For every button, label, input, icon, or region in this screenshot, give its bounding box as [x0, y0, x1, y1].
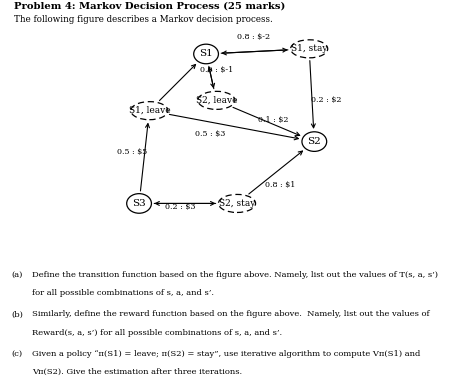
Text: 0.1 : $2: 0.1 : $2	[258, 116, 288, 124]
Text: Given a policy “π(S1) = leave; π(S2) = stay”, use iterative algorithm to compute: Given a policy “π(S1) = leave; π(S2) = s…	[32, 350, 420, 358]
Text: S3: S3	[132, 199, 146, 208]
Ellipse shape	[127, 194, 151, 213]
Text: 0.8 : $-2: 0.8 : $-2	[237, 33, 270, 41]
Text: S1: S1	[199, 50, 213, 58]
Ellipse shape	[198, 91, 235, 110]
Text: S2: S2	[308, 137, 321, 146]
Text: The following figure describes a Markov decision process.: The following figure describes a Markov …	[14, 15, 273, 24]
Text: 0.2 : $2: 0.2 : $2	[310, 96, 341, 104]
Text: Define the transition function based on the figure above. Namely, list out the v: Define the transition function based on …	[32, 271, 438, 279]
Ellipse shape	[131, 102, 168, 120]
Ellipse shape	[219, 194, 255, 213]
Text: 0.5 : $3: 0.5 : $3	[195, 130, 225, 138]
Text: Reward(s, a, s’) for all possible combinations of s, a, and s’.: Reward(s, a, s’) for all possible combin…	[32, 329, 283, 337]
Text: Problem 4: Markov Decision Process (25 marks): Problem 4: Markov Decision Process (25 m…	[14, 2, 286, 11]
Text: (c): (c)	[12, 350, 23, 358]
Text: (b): (b)	[12, 310, 24, 318]
Text: 0.8 : $1: 0.8 : $1	[265, 182, 295, 190]
Text: (a): (a)	[12, 271, 23, 279]
Text: Similarly, define the reward function based on the figure above.  Namely, list o: Similarly, define the reward function ba…	[32, 310, 430, 318]
Ellipse shape	[291, 40, 328, 58]
Text: S1, leave: S1, leave	[128, 106, 170, 115]
Ellipse shape	[302, 132, 327, 151]
Text: 0.5 : $5: 0.5 : $5	[118, 148, 148, 156]
Text: for all possible combinations of s, a, and s’.: for all possible combinations of s, a, a…	[32, 289, 214, 297]
Text: 0.2 : $3: 0.2 : $3	[165, 203, 196, 211]
Text: 0.9 : $-1: 0.9 : $-1	[200, 66, 233, 74]
Text: S2, stay: S2, stay	[219, 199, 255, 208]
Text: S2, leave: S2, leave	[196, 96, 237, 105]
Text: S1, stay: S1, stay	[291, 44, 328, 53]
Text: Vπ(S2). Give the estimation after three iterations.: Vπ(S2). Give the estimation after three …	[32, 368, 242, 376]
Ellipse shape	[194, 44, 219, 64]
